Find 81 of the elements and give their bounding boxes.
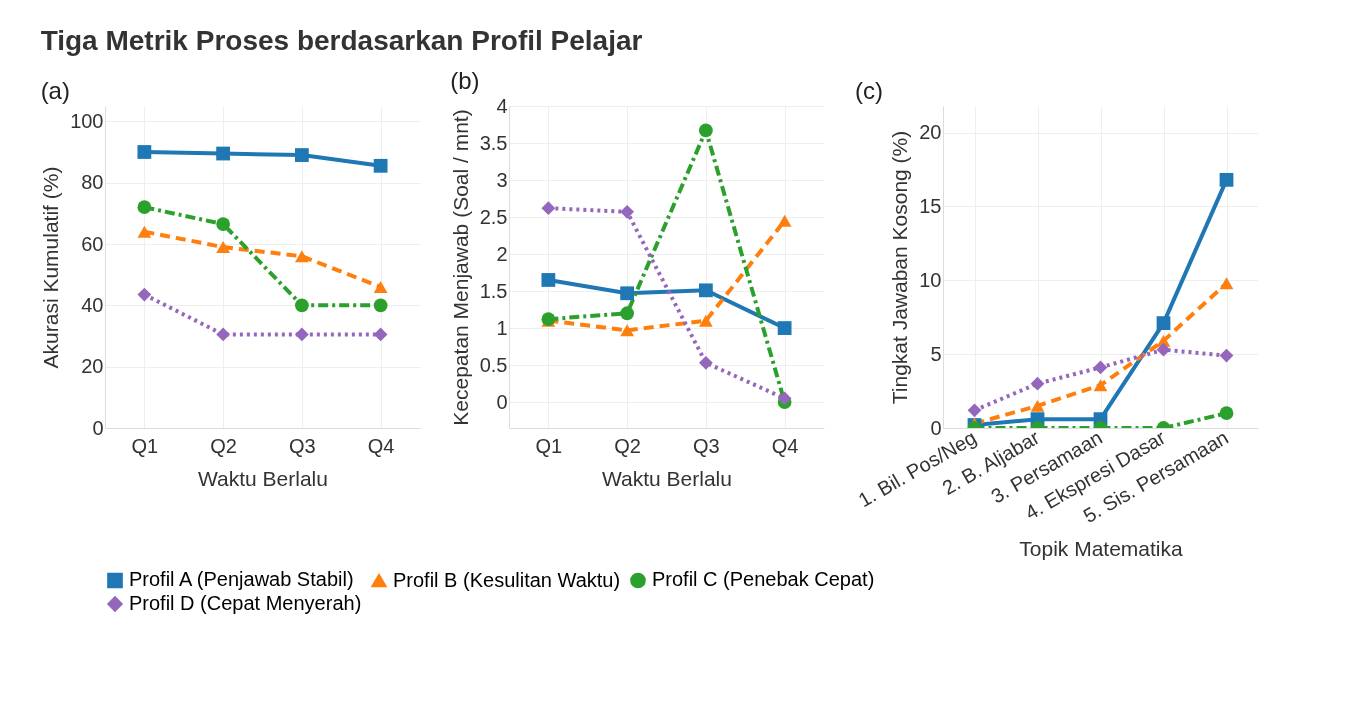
point (1156, 342, 1171, 357)
point (216, 146, 231, 161)
x-axis-title: Waktu Berlalu (198, 466, 328, 490)
point (294, 327, 309, 342)
point (620, 306, 635, 321)
y-tick-label: 10 (919, 268, 942, 291)
y-tick-label: 3 (496, 168, 508, 191)
point (373, 298, 388, 313)
point (1219, 277, 1234, 290)
point (698, 314, 713, 327)
point (777, 214, 792, 227)
x-tick-label: Q2 (210, 434, 237, 457)
point (1030, 376, 1045, 391)
y-tick-label: 0 (496, 390, 508, 413)
chart-subtitle: (a) (40, 77, 70, 104)
chart-subtitle: (b) (450, 67, 480, 94)
point (1156, 316, 1171, 331)
y-tick-label: 40 (81, 293, 104, 316)
point (777, 391, 792, 406)
point (1219, 172, 1234, 187)
point (216, 241, 231, 254)
y-tick-label: 3.5 (479, 131, 508, 154)
chart-title: Tiga Metrik Proses berdasarkan Profil Pelajar (40, 25, 643, 56)
x-tick-label: Q4 (367, 434, 395, 457)
x-tick-label: Q4 (771, 434, 799, 457)
point (620, 324, 635, 337)
y-tick-label: 4 (496, 94, 508, 117)
point (698, 283, 713, 298)
y-tick-label: 15 (919, 194, 942, 217)
point (620, 204, 635, 219)
x-tick-label: Q3 (289, 434, 316, 457)
point (541, 201, 556, 216)
y-tick-label: 2.5 (479, 205, 508, 228)
y-tick-label: 60 (81, 232, 104, 255)
x-axis-title: Waktu Berlalu (602, 466, 732, 490)
x-tick-label: Q1 (131, 434, 159, 457)
legend-label: Profil B (Kesulitan Waktu) (393, 568, 621, 591)
y-axis-title: Tingkat Jawaban Kosong (%) (888, 130, 912, 405)
y-axis-title: Kecepatan Menjawab (Soal / mnt) (448, 109, 472, 426)
y-axis-title: Akurasi Kumulatif (%) (39, 166, 63, 369)
point (777, 321, 792, 335)
y-tick-label: 100 (70, 109, 104, 132)
x-tick-label: Q3 (693, 434, 720, 457)
y-tick-label: 0.5 (479, 353, 508, 376)
point (137, 225, 152, 238)
point (294, 298, 309, 313)
point (294, 250, 309, 263)
point (373, 280, 388, 293)
y-tick-label: 0 (92, 416, 104, 439)
legend-label: Profil C (Penebak Cepat) (652, 568, 875, 591)
point (967, 403, 982, 418)
point (137, 200, 152, 215)
point (137, 287, 152, 302)
x-tick-label: Q2 (614, 434, 641, 457)
point (294, 148, 309, 162)
chart-subtitle: (c) (854, 77, 883, 104)
point (216, 327, 231, 342)
y-tick-label: 0 (930, 416, 942, 439)
x-axis-title: Topik Matematika (1019, 536, 1184, 560)
point (541, 273, 556, 287)
y-tick-label: 80 (81, 171, 104, 194)
y-tick-label: 20 (919, 121, 942, 144)
point (1219, 406, 1234, 421)
legend-label: Profil D (Cepat Menyerah) (129, 592, 362, 614)
point (620, 286, 635, 301)
point (216, 217, 231, 231)
y-tick-label: 5 (930, 342, 942, 365)
point (373, 158, 388, 173)
y-tick-label: 1.5 (479, 279, 508, 302)
point (698, 123, 713, 138)
legend-label: Profil A (Penjawab Stabil) (129, 568, 354, 591)
point (1219, 348, 1234, 363)
point (137, 145, 152, 159)
x-tick-label: Q1 (535, 434, 563, 457)
point (1093, 379, 1108, 392)
y-tick-label: 20 (81, 355, 104, 378)
point (373, 327, 388, 342)
point (1030, 399, 1045, 412)
y-tick-label: 2 (496, 242, 508, 265)
point (698, 355, 713, 370)
y-tick-label: 1 (496, 316, 508, 339)
